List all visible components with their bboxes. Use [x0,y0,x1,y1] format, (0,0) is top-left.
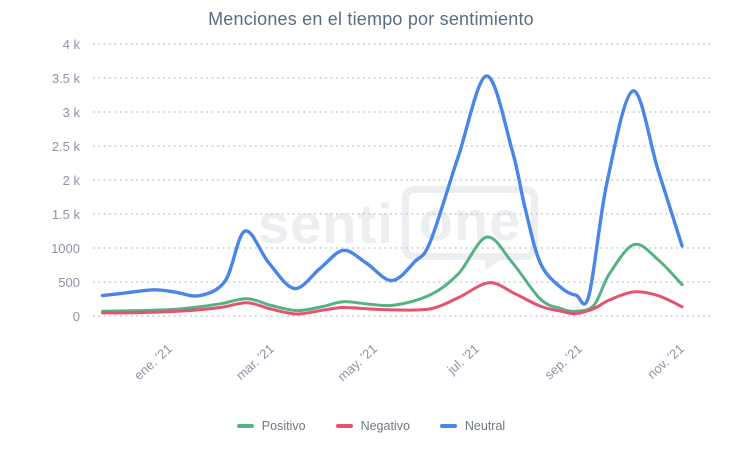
y-axis-label: 3.5 k [51,71,80,86]
y-axis-label: 1.5 k [51,207,80,222]
negativo-line-marker-icon [335,424,353,428]
y-axis-label: 1000 [51,241,80,256]
legend-label: Negativo [360,419,410,433]
positivo-line-marker-icon [236,424,254,428]
chart-legend: Positivo Negativo Neutral [0,419,742,433]
y-axis-label: 4 k [62,37,80,52]
series-line-neutral[interactable] [100,74,684,306]
watermark-bubble: one [401,186,539,270]
neutral-line-marker-icon [439,424,457,428]
sentione-watermark: senti one [258,186,539,270]
chart-title: Menciones en el tiempo por sentimiento [208,9,534,29]
series-line-positivo[interactable] [101,235,684,313]
legend-item-neutral[interactable]: Neutral [439,419,506,433]
series-line-negativo[interactable] [101,281,684,316]
legend-label: Neutral [464,419,506,433]
watermark-text: senti [258,191,394,255]
legend-label: Positivo [261,419,306,433]
legend-item-positivo[interactable]: Positivo [236,419,306,433]
y-axis-label: 2 k [62,173,80,188]
legend-item-negativo[interactable]: Negativo [335,419,410,433]
y-axis-label: 2.5 k [51,139,80,154]
y-axis-label: 0 [72,309,80,324]
y-axis-label: 3 k [62,105,80,120]
y-axis-label: 500 [58,275,80,290]
